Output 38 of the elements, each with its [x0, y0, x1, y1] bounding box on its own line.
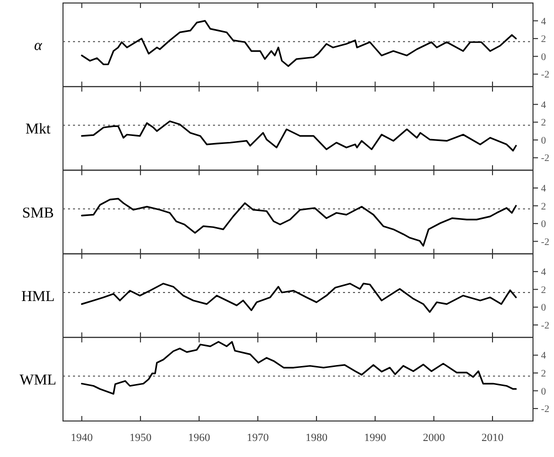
y-tick-label: 4 [541, 267, 546, 278]
x-tick-label: 1970 [246, 432, 270, 444]
line-series [80, 341, 517, 395]
x-tick-label: 1990 [364, 432, 387, 444]
y-tick-label: 0 [541, 219, 546, 230]
line-series [80, 198, 517, 247]
y-tick-label: -2 [541, 153, 550, 164]
y-tick-label: 0 [541, 386, 546, 398]
line-series [80, 20, 517, 67]
y-axis-title: HML [21, 288, 55, 305]
y-tick-label: 4 [541, 16, 546, 28]
y-tick-label: -2 [541, 404, 550, 416]
y-tick-label: 2 [541, 368, 546, 380]
y-tick-label: 0 [541, 302, 546, 314]
x-tick-label: 2000 [422, 432, 446, 444]
x-tick-label: 1940 [70, 432, 94, 444]
y-tick-label: 4 [541, 183, 546, 194]
y-axis-title: Mkt [25, 122, 52, 138]
y-tick-label: -2 [541, 320, 550, 332]
y-tick-label: 0 [541, 135, 546, 146]
y-tick-label: 2 [541, 118, 546, 129]
y-axis-title: α [34, 38, 44, 54]
x-tick-label: 1950 [129, 432, 152, 444]
y-axis-title: SMB [22, 205, 54, 222]
x-tick-label: 1960 [188, 432, 211, 444]
x-tick-label: 2010 [482, 432, 504, 444]
y-tick-label: 0 [541, 52, 546, 63]
y-tick-label: 2 [541, 34, 546, 46]
y-tick-label: 4 [541, 100, 546, 111]
y-tick-label: -2 [541, 236, 550, 248]
x-tick-label: 1980 [305, 432, 328, 444]
y-tick-label: 2 [541, 284, 546, 296]
line-series [80, 120, 517, 152]
y-tick-label: -2 [541, 70, 550, 81]
line-series [80, 282, 517, 313]
y-tick-label: 2 [541, 201, 546, 212]
y-tick-label: 4 [541, 350, 546, 362]
y-axis-title: WML [20, 372, 56, 388]
